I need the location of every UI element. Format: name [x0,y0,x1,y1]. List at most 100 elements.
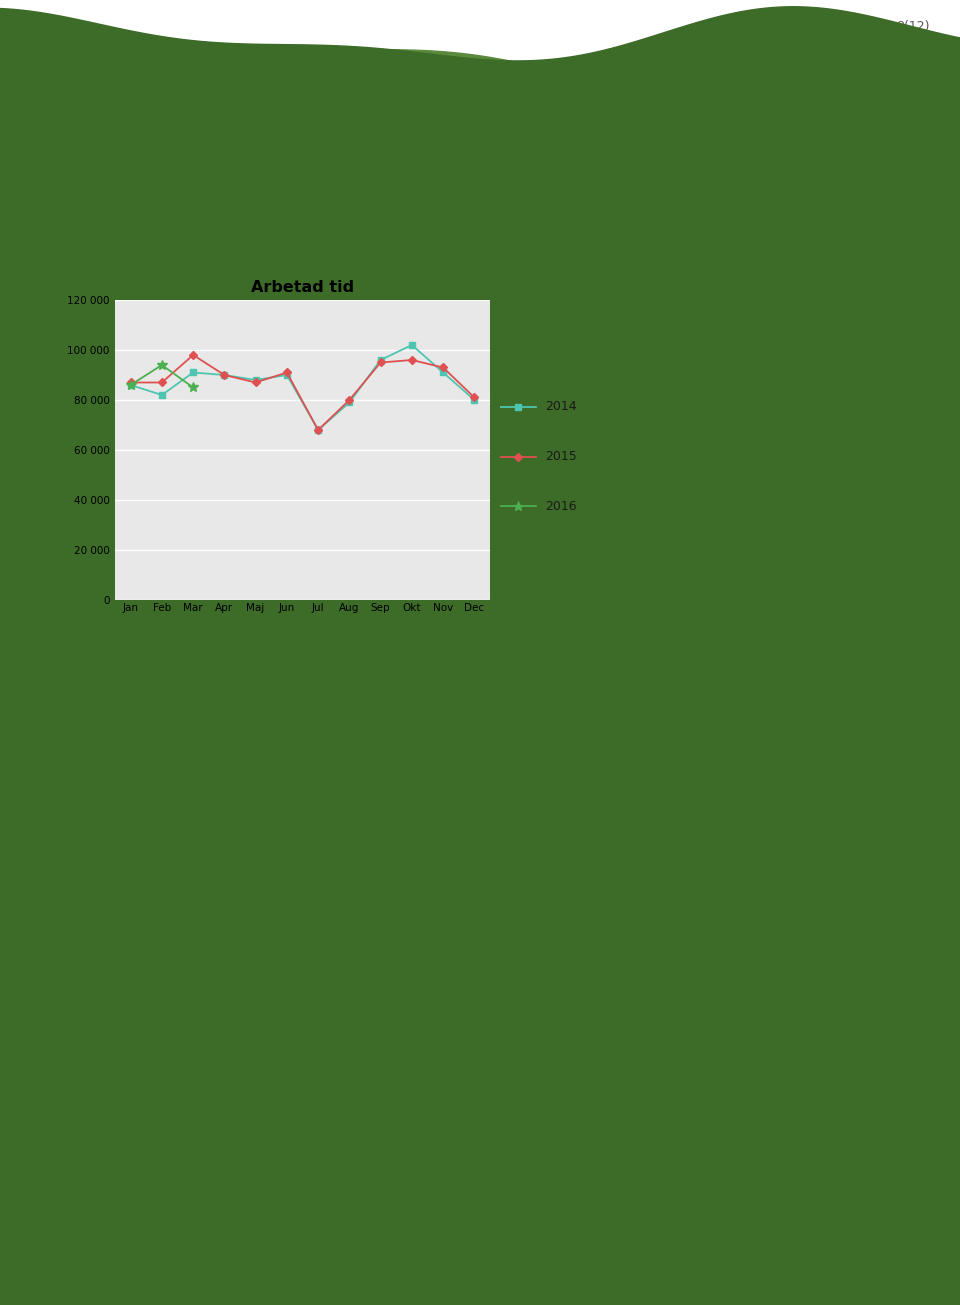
Text: 328 864: 328 864 [641,970,694,983]
Text: %: % [337,697,348,710]
Bar [90,756,245,796]
Bar [635,692,700,716]
Text: %: % [727,697,738,710]
Bar [440,837,505,876]
Text: 0,3%: 0,3% [588,893,617,906]
Text: antalet timmar beror på något ökad sjukfrånvaro. Regionservice har i dagsläget e: antalet timmar beror på något ökad sjukf… [63,162,617,176]
Bar [440,923,505,962]
Text: 7 753: 7 753 [391,850,424,863]
Text: 0,1%: 0,1% [458,893,488,906]
Bar [635,837,700,876]
Bar [375,796,440,837]
Bar [635,796,700,837]
Text: 81,2%: 81,2% [324,770,361,783]
Text: 201603: 201603 [544,672,596,685]
Text: 82,2%: 82,2% [584,770,621,783]
Bar [440,796,505,837]
Bar [700,692,765,716]
Text: (2015: 0,7%). Antal timmar för timlön har minskat i jämförelse med föregående år: (2015: 0,7%). Antal timmar för timlön ha… [63,1064,615,1077]
Text: 4,3%: 4,3% [718,729,748,743]
Text: närvarotid om 82,1% och en frånvarotid om 17,9% (2015: 83,4% och 16,6%).: närvarotid om 82,1% och en frånvarotid o… [63,179,580,192]
Bar [90,666,245,692]
Bar [310,923,375,962]
Text: 6,4%: 6,4% [327,850,357,863]
Bar [635,962,700,990]
Text: 111 738: 111 738 [511,970,564,983]
Text: 6,8%: 6,8% [458,850,488,863]
Text: Tidsanvändning: Tidsanvändning [63,636,211,652]
Text: Arbetad tid: Arbetad tid [63,108,157,123]
Text: 100%: 100% [714,970,751,983]
Text: 14 114: 14 114 [647,729,688,743]
Bar [90,666,765,990]
Text: 0,3%: 0,3% [327,893,357,906]
Text: 6,4%: 6,4% [717,850,748,863]
Bar [90,923,245,962]
Bar [90,876,245,923]
Text: 113 403: 113 403 [381,970,434,983]
Text: jämförelse med föregående år.: jämförelse med föregående år. [63,1114,269,1128]
Text: 2,1%: 2,1% [458,936,488,949]
Text: 270 059: 270 059 [643,770,692,783]
Text: Timmar: Timmar [252,697,302,710]
Text: Timmar: Timmar [513,697,563,710]
Bar [570,837,635,876]
Bar [375,837,440,876]
Bar [570,756,635,796]
Text: 342: 342 [526,893,549,906]
Bar [90,962,245,990]
Text: första tre månader i jämförelse med förra årets 90 577 timmar. Minskningen i: första tre månader i jämförelse med förr… [63,145,582,159]
Text: 5 381: 5 381 [521,729,554,743]
Text: 201602: 201602 [414,672,467,685]
Bar [440,876,505,923]
Bar [245,796,310,837]
Bar [245,876,310,923]
Bar [90,796,245,837]
Text: 4,8%: 4,8% [718,809,748,822]
Bar [375,692,440,716]
Bar [505,962,570,990]
Bar [505,837,570,876]
Text: 2014: 2014 [545,401,577,414]
Text: STUDIER MED LÖN/DEL AV: STUDIER MED LÖN/DEL AV [96,886,249,898]
Text: 4,1%: 4,1% [458,809,488,822]
Bar [310,756,375,796]
Text: 84 264: 84 264 [257,770,298,783]
Bar [505,923,570,962]
Bar [375,716,440,756]
Text: 6 064: 6 064 [261,809,295,822]
Text: 5,8%: 5,8% [588,850,617,863]
Bar [635,666,765,692]
Text: 8(12): 8(12) [897,20,930,33]
Text: Innebär således att våra kostnader för timavlönade har minskat hittills under år: Innebär således att våra kostnader för t… [63,1098,617,1111]
Bar [700,923,765,962]
Text: Totalt: Totalt [680,672,720,685]
Text: 82,1%: 82,1% [714,770,751,783]
Text: NÄRVARO: NÄRVARO [96,771,153,780]
Text: %: % [467,697,478,710]
Text: 2 402: 2 402 [391,936,424,949]
Bar [635,756,700,796]
Bar [700,796,765,837]
Text: 7 329: 7 329 [651,936,684,949]
Text: Mertid/övertid har ökat marginellt i jämförelse med föregående år. 2016: 0,9%: Mertid/övertid har ökat marginellt i jäm… [63,1047,587,1060]
Text: 4 181: 4 181 [261,729,295,743]
Bar [505,876,570,923]
Bar [375,962,440,990]
Bar [570,796,635,837]
Bar [245,716,310,756]
Text: 2016: 5,5% (2015: 6,2%): 2016: 5,5% (2015: 6,2%) [63,1081,229,1094]
Text: 140: 140 [396,893,419,906]
Text: 333: 333 [267,893,289,906]
Bar [440,962,505,990]
Text: 2 704: 2 704 [520,936,554,949]
Text: LÖN: LÖN [96,900,120,911]
Text: 4,8%: 4,8% [588,729,617,743]
Bar [375,666,505,692]
Bar [635,876,700,923]
Text: 82,8%: 82,8% [454,770,492,783]
Text: Mertid/Övertid av närvaro: Mertid/Övertid av närvaro [63,1024,278,1041]
Bar [245,962,310,990]
Bar [90,692,245,716]
Bar [635,923,700,962]
